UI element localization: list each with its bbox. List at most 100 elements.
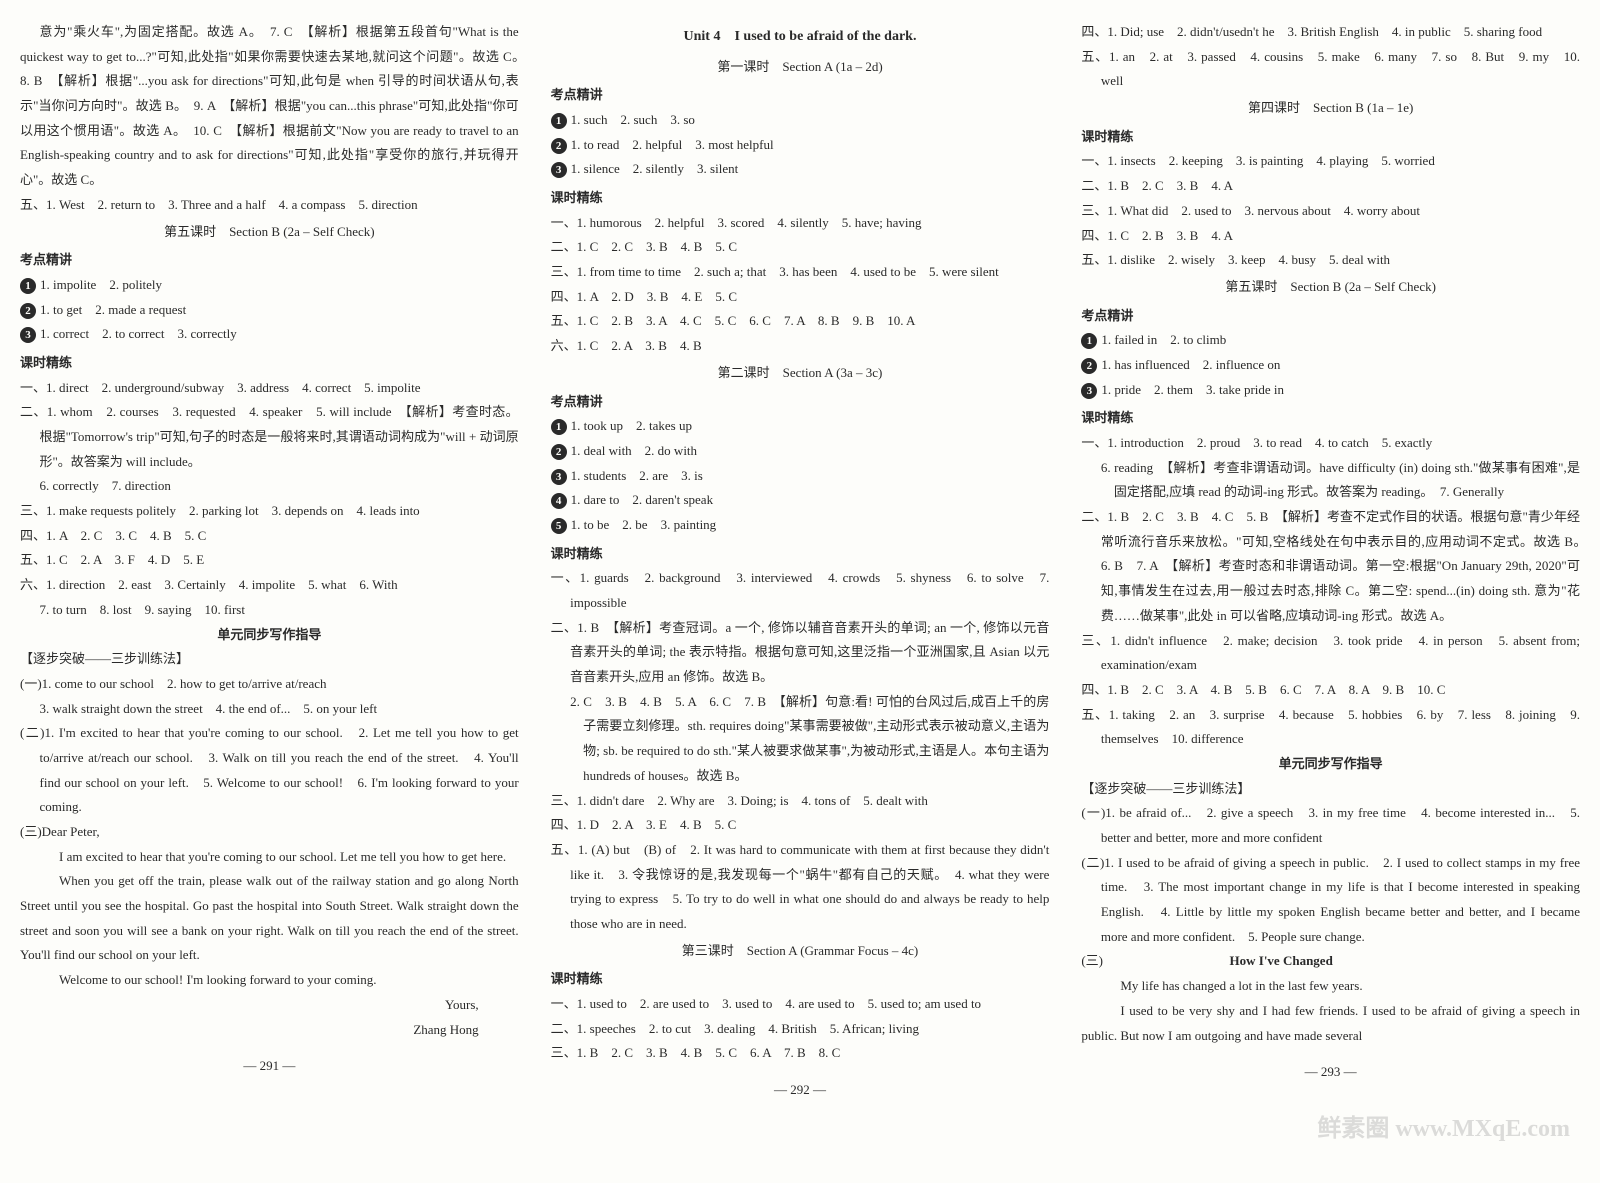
circled-item: 51. to be 2. be 3. painting [551, 513, 1050, 538]
text: 1. pride 2. them 3. take pride in [1101, 382, 1284, 397]
answer-line: 三、1. What did 2. used to 3. nervous abou… [1081, 199, 1580, 224]
page-number: — 291 — [20, 1054, 519, 1079]
circled-item: 2 1. has influenced 2. influence on [1081, 353, 1580, 378]
text: 1. failed in 2. to climb [1101, 332, 1226, 347]
essay-para: I used to be very shy and I had few frie… [1081, 999, 1580, 1048]
answer-line: 五、1. taking 2. an 3. surprise 4. because… [1081, 703, 1580, 752]
circle-icon: 2 [551, 444, 567, 460]
column-middle: Unit 4 I used to be afraid of the dark. … [551, 20, 1050, 1103]
unit-title: Unit 4 I used to be afraid of the dark. [551, 24, 1050, 51]
circle-icon: 2 [551, 138, 567, 154]
text: (三) [1081, 953, 1103, 968]
answer-line: 四、1. A 2. C 3. C 4. B 5. C [20, 524, 519, 549]
answer-line: 2. C 3. B 4. B 5. A 6. C 7. B 【解析】句意:看! … [551, 690, 1050, 789]
section-title: 第二课时 Section A (3a – 3c) [551, 361, 1050, 386]
answer-line: 一、1. used to 2. are used to 3. used to 4… [551, 992, 1050, 1017]
heading: 考点精讲 [551, 390, 1050, 415]
signature: Yours, [20, 993, 519, 1018]
circle-icon: 3 [1081, 383, 1097, 399]
answer-line: 六、1. direction 2. east 3. Certainly 4. i… [20, 573, 519, 598]
answer-line: 五、1. (A) but (B) of 2. It was hard to co… [551, 838, 1050, 937]
circle-icon: 3 [20, 327, 36, 343]
page-number: — 293 — [1081, 1060, 1580, 1085]
answer-line: 四、1. B 2. C 3. A 4. B 5. B 6. C 7. A 8. … [1081, 678, 1580, 703]
answer-line: 三、1. make requests politely 2. parking l… [20, 499, 519, 524]
circled-item: 4 1. dare to 2. daren't speak [551, 488, 1050, 513]
heading: 考点精讲 [20, 248, 519, 273]
text: 1. students 2. are 3. is [571, 468, 703, 483]
answer-line: 二、1. B 【解析】考查冠词。a 一个, 修饰以辅音音素开头的单词; an 一… [551, 616, 1050, 690]
sub-heading: 【逐步突破——三步训练法】 [1081, 777, 1580, 802]
answer-line: 一、1. introduction 2. proud 3. to read 4.… [1081, 431, 1580, 456]
text: 1. such 2. such 3. so [571, 112, 695, 127]
essay-title: How I've Changed [1230, 953, 1333, 968]
answer-line: 二、1. B 2. C 3. B 4. C 5. B 【解析】考查不定式作目的状… [1081, 505, 1580, 628]
section-title: 第一课时 Section A (1a – 2d) [551, 55, 1050, 80]
heading: 课时精练 [551, 967, 1050, 992]
column-right: 四、1. Did; use 2. didn't/usedn't he 3. Br… [1081, 20, 1580, 1103]
answer-line: 3. walk straight down the street 4. the … [20, 697, 519, 722]
circle-icon: 3 [551, 162, 567, 178]
answer-line: 7. to turn 8. lost 9. saying 10. first [20, 598, 519, 623]
text: 1. has influenced 2. influence on [1101, 357, 1280, 372]
essay-marker: (三) How I've Changed [1081, 949, 1580, 974]
circled-item: 11. took up 2. takes up [551, 414, 1050, 439]
answer-line: 五、1. C 2. A 3. F 4. D 5. E [20, 548, 519, 573]
heading: 课时精练 [1081, 406, 1580, 431]
circle-icon: 1 [20, 278, 36, 294]
heading: 课时精练 [551, 542, 1050, 567]
letter-para: I am excited to hear that you're coming … [20, 845, 519, 870]
circle-icon: 2 [20, 303, 36, 319]
letter-para: When you get off the train, please walk … [20, 869, 519, 968]
column-left: 意为"乘火车",为固定搭配。故选 A。 7. C 【解析】根据第五段首句"Wha… [20, 20, 519, 1103]
answer-line: 一、1. guards 2. background 3. interviewed… [551, 566, 1050, 615]
answer-line: 二、1. whom 2. courses 3. requested 4. spe… [20, 400, 519, 474]
circle-icon: 5 [551, 518, 567, 534]
answer-line: (一)1. come to our school 2. how to get t… [20, 672, 519, 697]
circle-icon: 3 [551, 469, 567, 485]
writing-title: 单元同步写作指导 [20, 623, 519, 648]
answer-line: 三、1. B 2. C 3. B 4. B 5. C 6. A 7. B 8. … [551, 1041, 1050, 1066]
circled-item: 11. impolite 2. politely [20, 273, 519, 298]
circled-item: 21. deal with 2. do with [551, 439, 1050, 464]
text: 1. correct 2. to correct 3. correctly [40, 326, 237, 341]
sub-heading: 【逐步突破——三步训练法】 [20, 647, 519, 672]
heading: 课时精练 [551, 186, 1050, 211]
text: 1. dare to 2. daren't speak [571, 492, 713, 507]
answer-line: 6. correctly 7. direction [20, 474, 519, 499]
text: 1. to get 2. made a request [40, 302, 186, 317]
answer-line: 二、1. speeches 2. to cut 3. dealing 4. Br… [551, 1017, 1050, 1042]
answer-line: 五、1. an 2. at 3. passed 4. cousins 5. ma… [1081, 45, 1580, 94]
circle-icon: 2 [1081, 358, 1097, 374]
answer-line: 五、1. dislike 2. wisely 3. keep 4. busy 5… [1081, 248, 1580, 273]
heading: 课时精练 [20, 351, 519, 376]
paragraph: 意为"乘火车",为固定搭配。故选 A。 7. C 【解析】根据第五段首句"Wha… [20, 20, 519, 193]
section-title: 第三课时 Section A (Grammar Focus – 4c) [551, 939, 1050, 964]
answer-line: 三、1. didn't influence 2. make; decision … [1081, 629, 1580, 678]
text: 1. took up 2. takes up [571, 418, 692, 433]
signature-name: Zhang Hong [20, 1018, 519, 1043]
answer-line: 一、1. direct 2. underground/subway 3. add… [20, 376, 519, 401]
page-root: 意为"乘火车",为固定搭配。故选 A。 7. C 【解析】根据第五段首句"Wha… [20, 20, 1580, 1103]
circled-item: 3 1. silence 2. silently 3. silent [551, 157, 1050, 182]
answer-line: (二)1. I used to be afraid of giving a sp… [1081, 851, 1580, 950]
letter-para: Welcome to our school! I'm looking forwa… [20, 968, 519, 993]
page-number: — 292 — [551, 1078, 1050, 1103]
letter-greeting: (三)Dear Peter, [20, 820, 519, 845]
answer-line: 四、1. D 2. A 3. E 4. B 5. C [551, 813, 1050, 838]
answer-line: 二、1. C 2. C 3. B 4. B 5. C [551, 235, 1050, 260]
text: 1. silence 2. silently 3. silent [571, 161, 739, 176]
answer-line: 五、1. West 2. return to 3. Three and a ha… [20, 193, 519, 218]
answer-line: 一、1. humorous 2. helpful 3. scored 4. si… [551, 211, 1050, 236]
circled-item: 3 1. correct 2. to correct 3. correctly [20, 322, 519, 347]
answer-line: 三、1. didn't dare 2. Why are 3. Doing; is… [551, 789, 1050, 814]
answer-line: (一)1. be afraid of... 2. give a speech 3… [1081, 801, 1580, 850]
heading: 考点精讲 [551, 83, 1050, 108]
circle-icon: 4 [551, 493, 567, 509]
answer-line: (二)1. I'm excited to hear that you're co… [20, 721, 519, 820]
answer-line: 四、1. A 2. D 3. B 4. E 5. C [551, 285, 1050, 310]
writing-title: 单元同步写作指导 [1081, 752, 1580, 777]
circled-item: 2 1. to read 2. helpful 3. most helpful [551, 133, 1050, 158]
text: 1. to read 2. helpful 3. most helpful [571, 137, 774, 152]
circled-item: 3 1. pride 2. them 3. take pride in [1081, 378, 1580, 403]
